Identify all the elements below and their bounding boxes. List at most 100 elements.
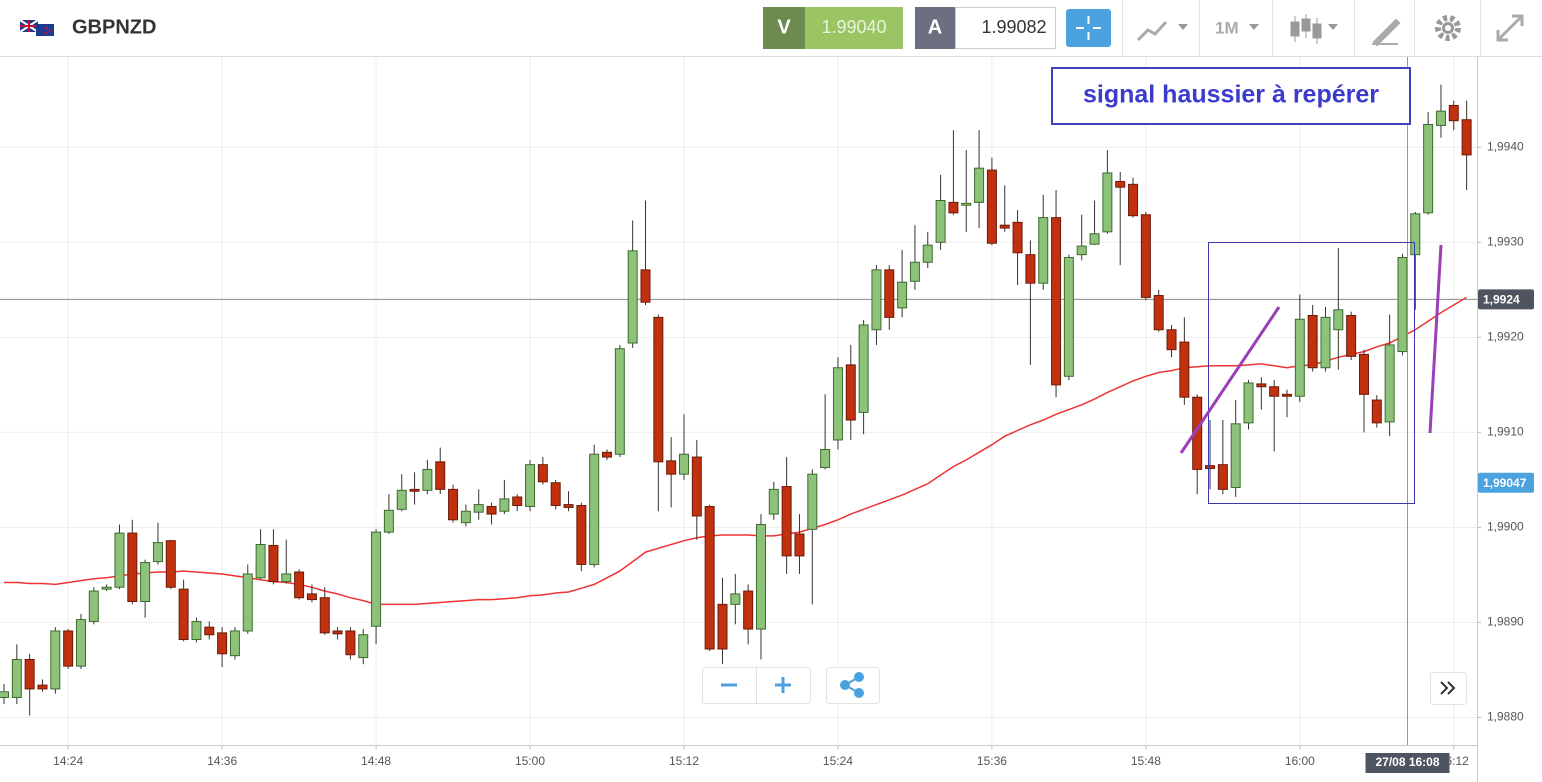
- candle-body: [794, 533, 805, 557]
- candle-body: [974, 167, 985, 203]
- candle-body: [345, 630, 356, 656]
- candle-body: [589, 453, 600, 565]
- candle-body: [768, 488, 779, 515]
- candle-body: [743, 590, 754, 630]
- candle-body: [832, 367, 843, 441]
- candle-body: [1371, 399, 1382, 424]
- candle-body: [986, 169, 997, 244]
- fullscreen-button[interactable]: [1496, 14, 1524, 42]
- candle-body: [1435, 110, 1446, 126]
- candle-body: [948, 201, 959, 214]
- sell-price-box[interactable]: [805, 7, 903, 49]
- settings-button[interactable]: [1435, 15, 1461, 41]
- candle-body: [332, 630, 343, 635]
- buy-price-box[interactable]: [955, 7, 1056, 49]
- candle-body: [1423, 123, 1434, 214]
- candle-body: [204, 626, 215, 636]
- candle-body: [602, 451, 613, 458]
- candle-body: [448, 488, 459, 521]
- candle-body: [717, 603, 728, 650]
- candle-body: [371, 531, 382, 627]
- candle-body: [217, 632, 228, 655]
- crosshair-icon: [1076, 16, 1101, 40]
- candle-body: [409, 488, 420, 492]
- candle-body: [820, 448, 831, 469]
- candle-body: [1089, 233, 1100, 245]
- timeframe-button[interactable]: 1M: [1215, 18, 1239, 37]
- x-tick-label: 15:48: [1131, 754, 1161, 768]
- crosshair-label: 27/08 16:08: [1375, 755, 1439, 769]
- candle-body: [75, 619, 86, 667]
- candle-body: [666, 460, 677, 475]
- price-label-box: [1478, 289, 1534, 310]
- candle-body: [537, 464, 548, 483]
- candle-body: [922, 244, 933, 263]
- candle-body: [1051, 217, 1062, 386]
- scroll-end-button[interactable]: [1430, 672, 1467, 705]
- candle-body: [550, 482, 561, 507]
- candle-body: [1358, 353, 1369, 395]
- candle-body: [1230, 423, 1241, 488]
- candle-body: [306, 593, 317, 601]
- toolbar: GBPNZD V 1.99040 A 1.99082 1M: [0, 0, 1542, 57]
- candle-body: [1205, 465, 1216, 469]
- candle-body: [961, 202, 972, 206]
- chart-type-button[interactable]: [1290, 14, 1322, 44]
- sell-button[interactable]: [763, 7, 805, 49]
- candle-body: [614, 348, 625, 455]
- candle-body: [114, 532, 125, 588]
- buy-button[interactable]: [915, 7, 955, 49]
- plot: 1,9880 1,9890 1,9900 1,9910 1,9920 1,9930 1,99…: [0, 57, 1534, 782]
- zoom-controls: [702, 667, 1467, 705]
- candle-body: [845, 364, 856, 421]
- y-tick-label: 1,9900: [1487, 520, 1524, 534]
- crosshair-button[interactable]: [1066, 9, 1111, 47]
- candle-body: [1282, 393, 1292, 397]
- flag: [19, 19, 54, 36]
- candle-body: [576, 505, 587, 565]
- candle-body: [1038, 217, 1049, 284]
- candle-body: [897, 281, 908, 309]
- candle-body: [1346, 314, 1357, 357]
- candle-body: [101, 586, 112, 590]
- candle-body: [460, 510, 471, 524]
- candle-body: [255, 543, 266, 579]
- candle-body: [781, 486, 792, 557]
- y-tick-label: 1,9930: [1487, 234, 1524, 248]
- candle-body: [383, 509, 394, 533]
- candle-body: [358, 634, 369, 659]
- candle-body: [1076, 245, 1087, 256]
- x-tick-label: 14:36: [207, 754, 237, 768]
- candle-body: [319, 597, 330, 634]
- candle-body: [1102, 172, 1113, 233]
- candle-body: [127, 532, 138, 603]
- x-tick-label: 15:24: [823, 754, 853, 768]
- candle-body: [281, 573, 292, 583]
- candle-body: [1128, 183, 1139, 217]
- draw-button[interactable]: [1372, 18, 1401, 47]
- crosshair-label-box: [1365, 753, 1450, 773]
- drawn-trendline: [1428, 244, 1443, 434]
- x-tick-label: 14:24: [53, 754, 83, 768]
- candle-body: [165, 540, 176, 588]
- candle-body: [435, 461, 446, 490]
- candle-body: [704, 505, 715, 650]
- candle-body: [178, 588, 189, 641]
- candle-body: [1012, 221, 1023, 254]
- annotation: signal haussier à repérer: [1083, 81, 1379, 109]
- candle-body: [1256, 383, 1267, 388]
- candle-body: [1140, 214, 1151, 298]
- candle-body: [191, 620, 202, 641]
- zoom-in-button[interactable]: [775, 677, 791, 693]
- share-button[interactable]: [826, 667, 880, 704]
- candle-body: [678, 453, 689, 475]
- x-tick-label: 15:00: [515, 754, 545, 768]
- candle-body: [1166, 329, 1177, 351]
- indicator-button[interactable]: [1136, 20, 1168, 42]
- drawn-rectangle: [1208, 242, 1415, 504]
- sell-price: 1.99040: [821, 17, 886, 37]
- candle-body: [486, 505, 497, 515]
- candle-body: [50, 630, 61, 690]
